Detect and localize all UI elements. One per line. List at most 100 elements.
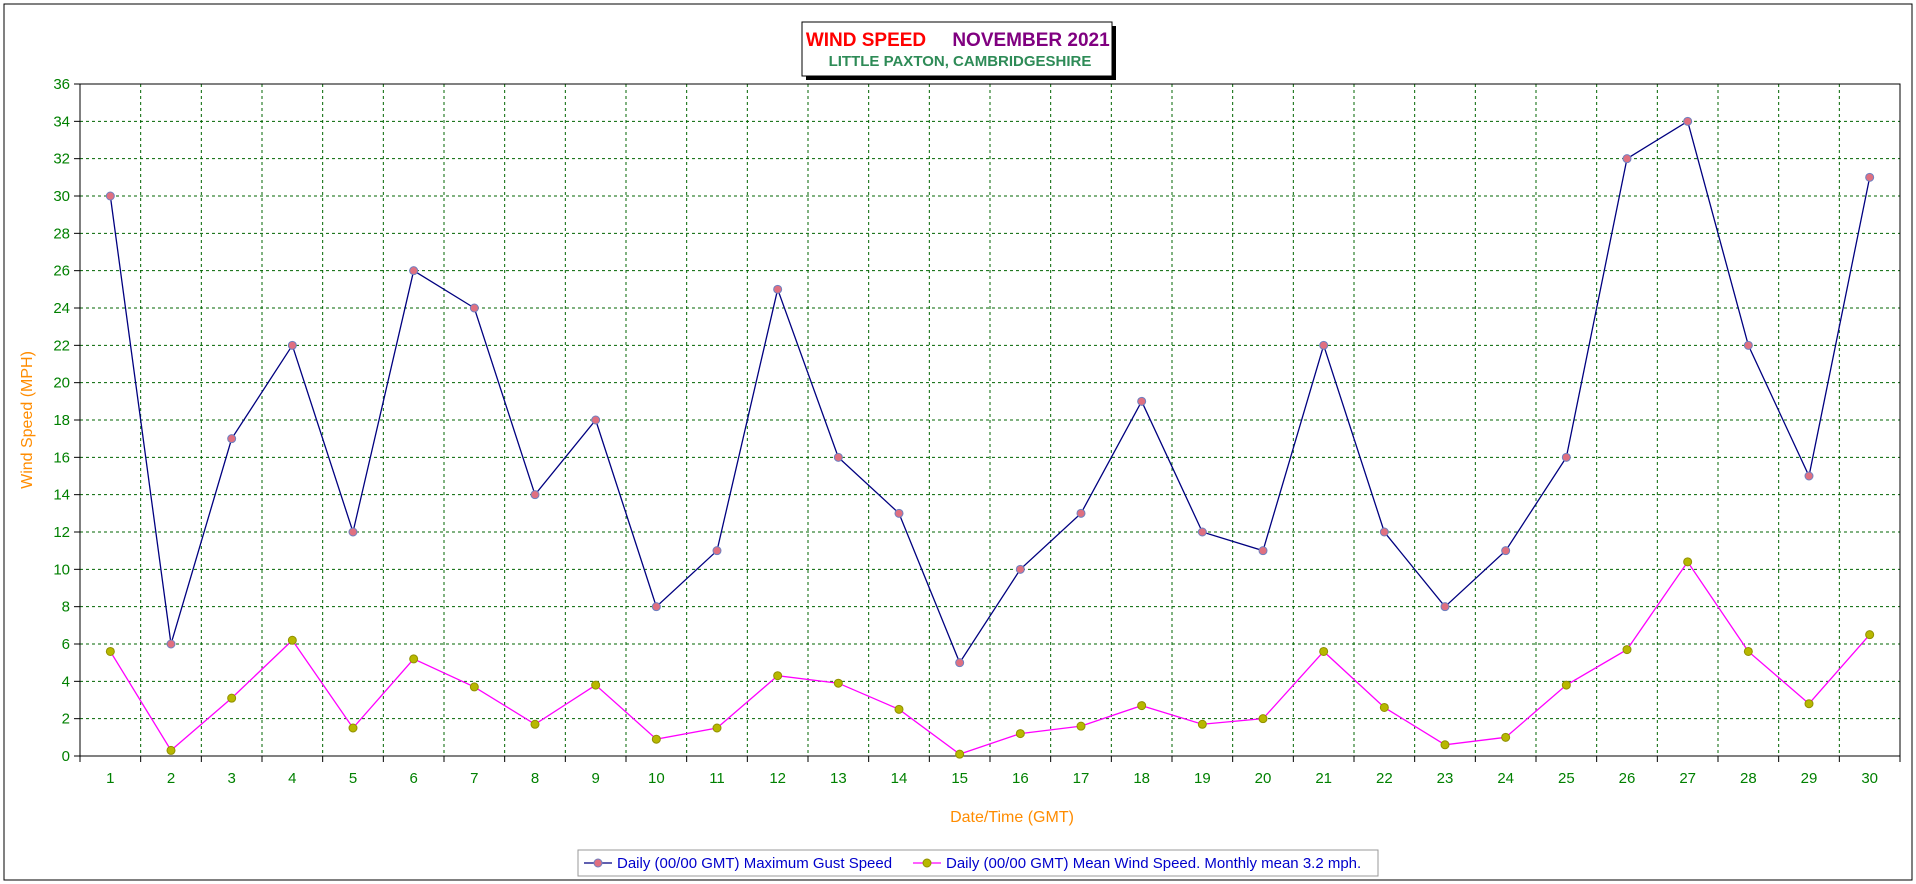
- x-tick-label-8: 8: [531, 770, 539, 787]
- series-1-point-10: [651, 734, 661, 744]
- series-1-point-3: [227, 693, 237, 703]
- y-tick-label-0: 0: [62, 748, 70, 765]
- series-0-point-21: [1319, 340, 1329, 350]
- x-tick-label-22: 22: [1376, 770, 1393, 787]
- series-1-point-22: [1379, 702, 1389, 712]
- series-1-point-18: [1137, 701, 1147, 711]
- series-0-point-9: [591, 415, 601, 425]
- series-0-point-6: [409, 266, 419, 276]
- legend-label-mean: Daily (00/00 GMT) Mean Wind Speed. Month…: [946, 855, 1361, 872]
- x-tick-label-21: 21: [1315, 770, 1332, 787]
- y-tick-label-24: 24: [53, 300, 70, 317]
- series-1-point-4: [287, 635, 297, 645]
- x-tick-label-30: 30: [1861, 770, 1878, 787]
- series-0-point-16: [1015, 564, 1025, 574]
- series-0-point-29: [1804, 471, 1814, 481]
- series-1-point-21: [1319, 646, 1329, 656]
- x-tick-label-16: 16: [1012, 770, 1029, 787]
- title-box-frame: [801, 21, 1113, 77]
- x-tick-label-1: 1: [106, 770, 114, 787]
- series-0-point-15: [955, 658, 965, 668]
- series-1-point-6: [409, 654, 419, 664]
- series-0-point-19: [1197, 527, 1207, 537]
- series-0-point-30: [1865, 172, 1875, 182]
- series-line-0: [109, 120, 1871, 665]
- x-tick-label-13: 13: [830, 770, 847, 787]
- chart-title-part2: NOVEMBER 2021: [952, 30, 1110, 51]
- series-1-point-9: [591, 680, 601, 690]
- y-tick-label-28: 28: [53, 225, 70, 242]
- series-0-point-22: [1379, 527, 1389, 537]
- x-tick-label-7: 7: [470, 770, 478, 787]
- vertical-gridlines: [140, 84, 1840, 756]
- series-0-point-25: [1561, 452, 1571, 462]
- series-1-point-2: [166, 745, 176, 755]
- x-tick-label-24: 24: [1497, 770, 1514, 787]
- y-tick-label-32: 32: [53, 151, 70, 168]
- y-axis-label: Wind Speed (MPH): [19, 351, 36, 489]
- chart-title-part1: WIND SPEED: [806, 30, 926, 51]
- series-0-point-17: [1076, 508, 1086, 518]
- series-0-point-1: [105, 191, 115, 201]
- series-0-point-28: [1743, 340, 1753, 350]
- series-1-point-11: [712, 723, 722, 733]
- y-tick-label-12: 12: [53, 524, 70, 541]
- y-tick-label-26: 26: [53, 263, 70, 280]
- y-tick-label-10: 10: [53, 561, 70, 578]
- y-tick-label-2: 2: [62, 711, 70, 728]
- legend-label-gust: Daily (00/00 GMT) Maximum Gust Speed: [617, 855, 892, 872]
- x-tick-label-5: 5: [349, 770, 357, 787]
- series-0-point-10: [651, 602, 661, 612]
- x-axis-label: Date/Time (GMT): [950, 809, 1074, 826]
- x-tick-label-19: 19: [1194, 770, 1211, 787]
- series-0-point-14: [894, 508, 904, 518]
- series-layer: [105, 116, 1875, 759]
- series-0-point-7: [469, 303, 479, 313]
- y-tick-label-20: 20: [53, 375, 70, 392]
- series-1-point-12: [773, 671, 783, 681]
- series-1-point-25: [1561, 680, 1571, 690]
- series-1-point-16: [1015, 729, 1025, 739]
- x-tick-label-10: 10: [648, 770, 665, 787]
- series-1-point-13: [833, 678, 843, 688]
- series-0-point-12: [773, 284, 783, 294]
- series-1-point-20: [1258, 714, 1268, 724]
- x-tick-label-14: 14: [891, 770, 908, 787]
- series-1-point-15: [955, 749, 965, 759]
- y-tick-label-34: 34: [53, 113, 70, 130]
- series-1-point-17: [1076, 721, 1086, 731]
- series-1-point-8: [530, 719, 540, 729]
- x-tick-label-3: 3: [227, 770, 235, 787]
- series-0-point-23: [1440, 602, 1450, 612]
- x-tick-label-27: 27: [1679, 770, 1696, 787]
- y-tick-label-30: 30: [53, 188, 70, 205]
- x-tick-label-23: 23: [1437, 770, 1454, 787]
- series-line-1: [109, 560, 1871, 755]
- legend: Daily (00/00 GMT) Maximum Gust Speed Dai…: [577, 849, 1379, 877]
- series-0-point-2: [166, 639, 176, 649]
- x-tick-label-2: 2: [167, 770, 175, 787]
- series-0-point-24: [1501, 546, 1511, 556]
- x-tick-label-4: 4: [288, 770, 296, 787]
- x-tick-label-28: 28: [1740, 770, 1757, 787]
- series-1-point-1: [105, 646, 115, 656]
- y-tick-label-18: 18: [53, 412, 70, 429]
- legend-swatch-mean-marker: [922, 858, 932, 868]
- series-1-point-7: [469, 682, 479, 692]
- x-tick-label-25: 25: [1558, 770, 1575, 787]
- series-0-point-4: [287, 340, 297, 350]
- series-0-point-18: [1137, 396, 1147, 406]
- x-tick-label-12: 12: [769, 770, 786, 787]
- series-0-point-13: [833, 452, 843, 462]
- series-1-point-5: [348, 723, 358, 733]
- y-tick-label-6: 6: [62, 636, 70, 653]
- chart-subtitle: LITTLE PAXTON, CAMBRIDGESHIRE: [829, 53, 1092, 70]
- series-1-point-19: [1197, 719, 1207, 729]
- series-1-point-29: [1804, 699, 1814, 709]
- x-tick-label-11: 11: [709, 770, 725, 787]
- x-tick-label-26: 26: [1619, 770, 1636, 787]
- y-tick-label-36: 36: [53, 76, 70, 93]
- series-0-point-27: [1683, 116, 1693, 126]
